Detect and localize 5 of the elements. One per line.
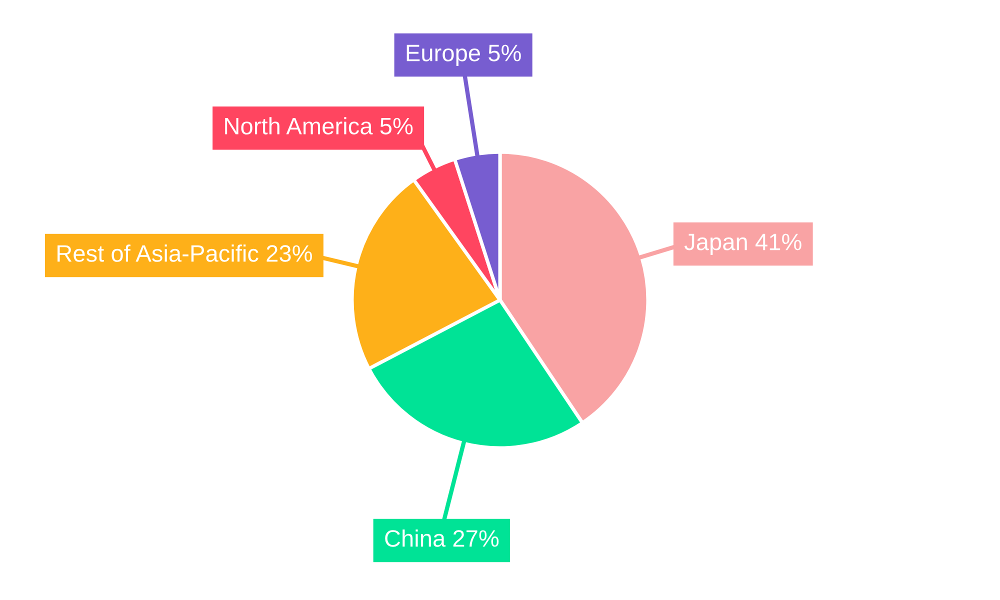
slice-label: China 27% <box>385 530 499 547</box>
slice-label: Japan 41% <box>684 234 802 255</box>
slice-label: North America 5% <box>225 117 413 135</box>
slice-label: Europe 5% <box>406 44 521 66</box>
slice-label: Rest of Asia-Pacific 23% <box>58 244 312 262</box>
